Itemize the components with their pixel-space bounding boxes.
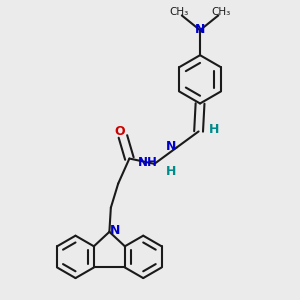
Text: H: H xyxy=(166,165,177,178)
Text: H: H xyxy=(209,124,219,136)
Text: N: N xyxy=(195,23,205,36)
Text: O: O xyxy=(114,125,125,138)
Text: NH: NH xyxy=(138,156,158,169)
Text: N: N xyxy=(166,140,176,153)
Text: CH₃: CH₃ xyxy=(170,7,189,17)
Text: N: N xyxy=(110,224,120,237)
Text: CH₃: CH₃ xyxy=(211,7,230,17)
